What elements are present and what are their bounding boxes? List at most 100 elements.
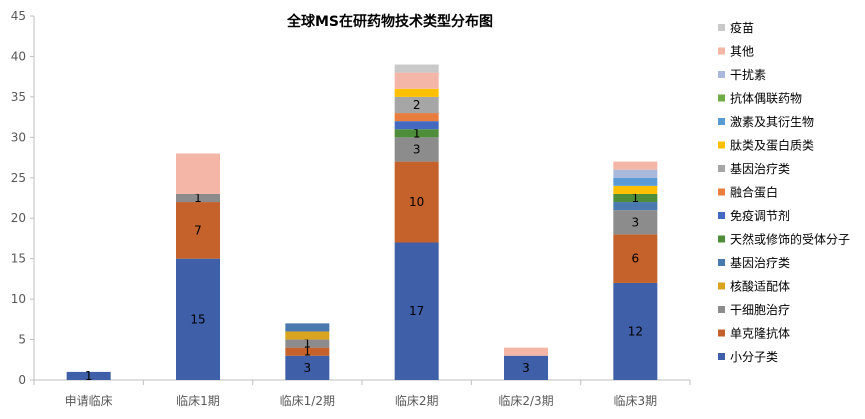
bar-segment: [613, 177, 658, 186]
bar-segment: [394, 88, 439, 97]
x-tick-label: 临床3期: [614, 394, 658, 408]
bar-segment: [285, 347, 330, 356]
legend-swatch: [718, 118, 725, 125]
bar-segment: [394, 121, 439, 130]
legend-label: 小分子类: [730, 350, 778, 364]
bar-segment: [504, 355, 548, 380]
data-label: 1: [304, 337, 312, 351]
legend-swatch: [718, 235, 725, 243]
bar-segment: [176, 258, 220, 380]
legend-swatch: [718, 47, 725, 55]
bar-segment: [613, 161, 658, 170]
data-label: 10: [409, 195, 424, 209]
x-tick-label: 临床2期: [395, 394, 439, 408]
y-tick-label: 30: [11, 130, 26, 144]
legend-swatch: [718, 24, 725, 31]
bar-segment: [504, 347, 548, 356]
legend-label: 抗体偶联药物: [730, 91, 802, 106]
data-label: 12: [628, 324, 643, 338]
y-tick-label: 5: [18, 333, 26, 347]
legend-label: 免疫调节剂: [730, 208, 790, 223]
y-tick-label: 40: [11, 49, 26, 63]
legend-label: 基因治疗类: [730, 162, 790, 176]
bar-segment: [613, 185, 658, 194]
legend-label: 基因治疗类: [730, 256, 790, 270]
legend-swatch: [718, 165, 725, 172]
bar-segment: [613, 169, 658, 178]
legend-swatch: [718, 329, 725, 337]
legend: 疫苗其他干扰素抗体偶联药物激素及其衍生物肽类及蛋白质类基因治疗类融合蛋白免疫调节…: [718, 20, 850, 364]
legend-swatch: [718, 94, 725, 102]
y-tick-label: 35: [11, 90, 26, 104]
data-label: 2: [413, 98, 421, 112]
legend-label: 天然或修饰的受体分子: [730, 232, 850, 247]
y-tick-label: 45: [11, 9, 26, 23]
legend-label: 其他: [730, 45, 754, 59]
x-tick-label: 临床1/2期: [280, 394, 335, 408]
bar-segment: [176, 153, 220, 194]
legend-swatch: [718, 306, 725, 313]
bar-segment: [613, 202, 658, 211]
bar-segment: [285, 331, 330, 340]
bar-segment: [613, 210, 658, 235]
bar-segment: [66, 371, 111, 380]
bar-segment: [394, 242, 439, 380]
legend-label: 干细胞治疗: [730, 303, 790, 317]
legend-label: 肽类及蛋白质类: [730, 138, 814, 153]
bar-segment: [176, 202, 220, 259]
data-label: 3: [413, 142, 421, 156]
data-label: 3: [632, 215, 640, 229]
bar-segment: [394, 129, 439, 138]
legend-swatch: [718, 282, 725, 290]
data-label: 1: [194, 191, 202, 205]
data-label: 15: [190, 312, 205, 326]
legend-label: 干扰素: [730, 68, 766, 82]
y-tick-label: 20: [11, 211, 26, 225]
bar-segment: [285, 355, 330, 380]
legend-label: 融合蛋白: [730, 185, 778, 200]
bar-segment: [394, 113, 439, 122]
bar-segment: [613, 234, 658, 283]
bar-segment: [285, 339, 330, 348]
legend-swatch: [718, 141, 725, 149]
bar-segment: [394, 161, 439, 243]
x-axis: 申请临床 临床1期 临床1/2期 临床2期 临床2/3期 临床3期: [33, 379, 691, 408]
legend-swatch: [718, 353, 725, 360]
y-tick-label: 15: [11, 252, 26, 266]
data-label: 1: [304, 345, 312, 359]
legend-swatch: [718, 188, 725, 196]
legend-swatch: [718, 259, 725, 266]
data-label: 6: [632, 252, 640, 266]
data-label: 1: [632, 191, 640, 205]
legend-label: 疫苗: [730, 20, 754, 35]
x-tick-label: 临床1期: [176, 394, 220, 408]
legend-label: 单克隆抗体: [730, 326, 790, 341]
legend-label: 激素及其衍生物: [730, 115, 814, 129]
y-axis: 0 5 10 15 20 25 30 35 40 45: [11, 9, 35, 387]
data-label: 1: [413, 126, 421, 140]
bar-segment: [285, 323, 330, 332]
bar-segment: [394, 96, 439, 114]
bar-segment: [394, 72, 439, 89]
data-label: 1: [85, 369, 93, 383]
x-tick-label: 申请临床: [65, 394, 113, 408]
chart-title: 全球MS在研药物技术类型分布图: [286, 13, 493, 30]
bar-segment: [613, 282, 658, 380]
data-label: 7: [194, 223, 202, 237]
legend-swatch: [718, 71, 725, 78]
y-tick-label: 25: [11, 171, 26, 185]
legend-label: 核酸适配体: [730, 279, 790, 294]
bar-segment: [394, 137, 439, 162]
y-tick-label: 10: [11, 292, 26, 306]
bar-segment: [613, 193, 658, 203]
data-label: 17: [409, 304, 424, 318]
data-label: 3: [522, 361, 530, 375]
y-tick-label: 0: [18, 373, 26, 387]
bar-segment: [176, 193, 220, 203]
data-label: 3: [304, 361, 312, 375]
x-tick-label: 临床2/3期: [498, 394, 553, 408]
bar-segment: [394, 64, 439, 73]
legend-swatch: [718, 212, 725, 219]
